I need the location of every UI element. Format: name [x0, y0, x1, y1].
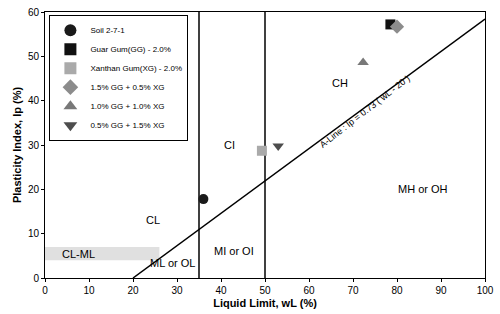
- svg-text:0: 0: [42, 285, 48, 296]
- svg-text:ML or OL: ML or OL: [150, 257, 195, 269]
- svg-text:10: 10: [83, 285, 95, 296]
- svg-text:CL-ML: CL-ML: [62, 248, 95, 260]
- svg-text:80: 80: [391, 285, 403, 296]
- svg-text:60: 60: [303, 285, 315, 296]
- svg-text:0.5% GG + 1.5% XG: 0.5% GG + 1.5% XG: [90, 121, 164, 130]
- svg-text:20: 20: [127, 285, 139, 296]
- svg-text:Soil 2-7-1: Soil 2-7-1: [90, 26, 125, 35]
- svg-text:1.0% GG + 1.0% XG: 1.0% GG + 1.0% XG: [90, 102, 164, 111]
- svg-text:0: 0: [33, 273, 39, 284]
- svg-text:Plasticity Index, Ip (%): Plasticity Index, Ip (%): [11, 87, 23, 203]
- svg-text:30: 30: [28, 140, 40, 151]
- svg-text:CH: CH: [332, 77, 348, 89]
- svg-text:MI or OI: MI or OI: [214, 245, 254, 257]
- svg-text:1.5% GG + 0.5% XG: 1.5% GG + 0.5% XG: [90, 83, 164, 92]
- svg-text:Xanthan Gum(XG) - 2.0%: Xanthan Gum(XG) - 2.0%: [90, 64, 182, 73]
- svg-text:Guar Gum(GG) - 2.0%: Guar Gum(GG) - 2.0%: [90, 45, 170, 54]
- svg-text:90: 90: [435, 285, 447, 296]
- svg-text:A-Line : Ip = 0.73 ( wL - 20 ): A-Line : Ip = 0.73 ( wL - 20 ): [318, 73, 412, 150]
- svg-text:40: 40: [28, 95, 40, 106]
- svg-text:MH or OH: MH or OH: [398, 183, 448, 195]
- svg-text:CI: CI: [224, 139, 235, 151]
- svg-text:10: 10: [28, 228, 40, 239]
- svg-text:40: 40: [215, 285, 227, 296]
- svg-text:50: 50: [259, 285, 271, 296]
- svg-text:30: 30: [171, 285, 183, 296]
- svg-text:50: 50: [28, 51, 40, 62]
- svg-text:100: 100: [477, 285, 494, 296]
- svg-text:70: 70: [347, 285, 359, 296]
- svg-text:60: 60: [28, 7, 40, 18]
- svg-text:CL: CL: [146, 214, 160, 226]
- svg-text:Liquid Limit, wL (%): Liquid Limit, wL (%): [213, 297, 317, 309]
- svg-text:20: 20: [28, 184, 40, 195]
